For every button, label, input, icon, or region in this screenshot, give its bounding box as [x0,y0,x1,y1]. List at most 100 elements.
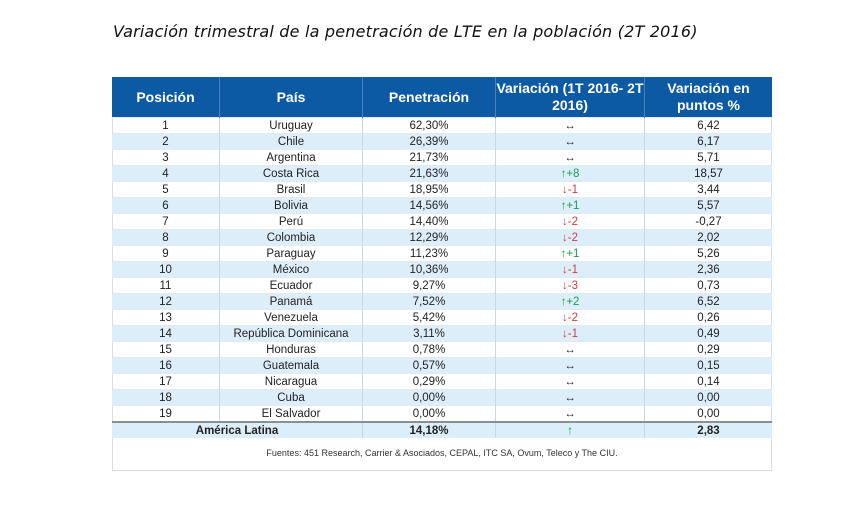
penetration-cell: 21,63% [362,165,496,182]
points-cell: 0,73 [644,277,772,294]
table-row: 17 Nicaragua 0,29% ↔ 0,14 [112,373,772,390]
country-cell: Nicaragua [219,373,363,390]
position-cell: 17 [112,373,220,390]
table-row: 1 Uruguay 62,30% ↔ 6,42 [112,117,772,134]
variation-cell: ↔ [495,341,645,358]
table-row: 16 Guatemala 0,57% ↔ 0,15 [112,357,772,374]
header-pais: País [219,77,363,118]
points-cell: 5,71 [644,149,772,166]
header-penetracion: Penetración [362,77,496,118]
variation-cell: ↑+2 [495,293,645,310]
points-cell: 0,00 [644,405,772,422]
country-cell: Paraguay [219,245,363,262]
position-cell: 1 [112,117,220,134]
points-cell: 6,17 [644,133,772,150]
country-cell: Panamá [219,293,363,310]
country-cell: Cuba [219,389,363,406]
total-label: América Latina [112,421,363,438]
penetration-cell: 14,40% [362,213,496,230]
variation-cell: ↓-1 [495,261,645,278]
variation-cell: ↓-2 [495,309,645,326]
penetration-cell: 3,11% [362,325,496,342]
points-cell: 5,26 [644,245,772,262]
table-row: 4 Costa Rica 21,63% ↑+8 18,57 [112,165,772,182]
points-cell: 0,29 [644,341,772,358]
position-cell: 9 [112,245,220,262]
country-cell: Brasil [219,181,363,198]
page-title: Variación trimestral de la penetración d… [113,22,698,41]
table-header-row: Posición País Penetración Variación (1T … [112,77,772,118]
variation-cell: ↔ [495,133,645,150]
position-cell: 2 [112,133,220,150]
penetration-cell: 0,29% [362,373,496,390]
country-cell: Argentina [219,149,363,166]
variation-cell: ↓-3 [495,277,645,294]
variation-cell: ↔ [495,117,645,134]
variation-cell: ↓-1 [495,181,645,198]
country-cell: República Dominicana [219,325,363,342]
penetration-cell: 0,00% [362,389,496,406]
total-variation: ↑ [495,421,645,438]
position-cell: 4 [112,165,220,182]
country-cell: Perú [219,213,363,230]
penetration-cell: 0,78% [362,341,496,358]
points-cell: 18,57 [644,165,772,182]
country-cell: El Salvador [219,405,363,422]
table-row: 8 Colombia 12,29% ↓-2 2,02 [112,229,772,246]
country-cell: Guatemala [219,357,363,374]
penetration-cell: 21,73% [362,149,496,166]
position-cell: 16 [112,357,220,374]
points-cell: 0,15 [644,357,772,374]
table-row: 13 Venezuela 5,42% ↓-2 0,26 [112,309,772,326]
country-cell: México [219,261,363,278]
penetration-cell: 7,52% [362,293,496,310]
penetration-cell: 0,57% [362,357,496,374]
country-cell: Bolivia [219,197,363,214]
penetration-cell: 9,27% [362,277,496,294]
variation-cell: ↑+1 [495,245,645,262]
position-cell: 18 [112,389,220,406]
position-cell: 13 [112,309,220,326]
country-cell: Costa Rica [219,165,363,182]
points-cell: 6,42 [644,117,772,134]
position-cell: 12 [112,293,220,310]
points-cell: 6,52 [644,293,772,310]
variation-cell: ↔ [495,389,645,406]
points-cell: 0,14 [644,373,772,390]
lte-penetration-table: Posición País Penetración Variación (1T … [112,77,772,438]
table-row: 2 Chile 26,39% ↔ 6,17 [112,133,772,150]
total-penetration: 14,18% [362,421,496,438]
penetration-cell: 14,56% [362,197,496,214]
penetration-cell: 10,36% [362,261,496,278]
position-cell: 15 [112,341,220,358]
country-cell: Venezuela [219,309,363,326]
country-cell: Honduras [219,341,363,358]
table-row: 7 Perú 14,40% ↓-2 -0,27 [112,213,772,230]
variation-cell: ↑+8 [495,165,645,182]
table-row: 9 Paraguay 11,23% ↑+1 5,26 [112,245,772,262]
position-cell: 11 [112,277,220,294]
penetration-cell: 11,23% [362,245,496,262]
variation-cell: ↔ [495,149,645,166]
header-variacion: Variación (1T 2016- 2T 2016) [495,77,645,118]
variation-cell: ↔ [495,357,645,374]
penetration-cell: 62,30% [362,117,496,134]
header-variacion-puntos: Variación en puntos % [644,77,772,118]
total-points: 2,83 [644,421,772,438]
country-cell: Chile [219,133,363,150]
points-cell: 5,57 [644,197,772,214]
table-row: 10 México 10,36% ↓-1 2,36 [112,261,772,278]
position-cell: 19 [112,405,220,422]
table-row: 14 República Dominicana 3,11% ↓-1 0,49 [112,325,772,342]
table-row: 3 Argentina 21,73% ↔ 5,71 [112,149,772,166]
penetration-cell: 12,29% [362,229,496,246]
table-row: 11 Ecuador 9,27% ↓-3 0,73 [112,277,772,294]
position-cell: 7 [112,213,220,230]
source-note: Fuentes: 451 Research, Carrier & Asociad… [266,448,618,458]
points-cell: 2,36 [644,261,772,278]
points-cell: -0,27 [644,213,772,230]
penetration-cell: 5,42% [362,309,496,326]
table-row: 12 Panamá 7,52% ↑+2 6,52 [112,293,772,310]
position-cell: 8 [112,229,220,246]
table-container: Posición País Penetración Variación (1T … [112,77,772,471]
